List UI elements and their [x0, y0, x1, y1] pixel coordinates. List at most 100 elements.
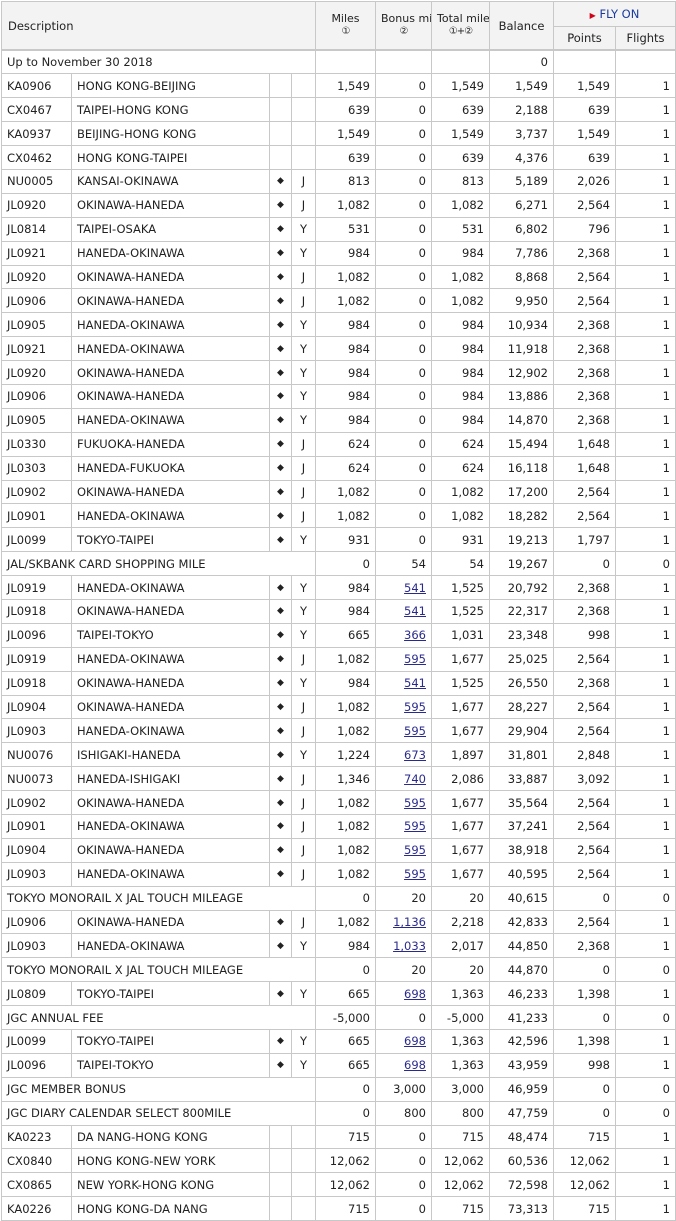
- flight-row: KA0226 HONG KONG-DA NANG 715 0 715 73,313 715 1: [1, 1196, 676, 1221]
- route: HANEDA-OKINAWA: [71, 407, 270, 433]
- bonus-miles-link[interactable]: 595: [404, 652, 426, 667]
- route: OKINAWA-HANEDA: [71, 670, 270, 696]
- miles-value: 1,082: [315, 264, 376, 290]
- booking-mark-icon: ◆: [269, 766, 292, 792]
- flight-number: JL0906: [1, 383, 72, 409]
- bonus-miles-value: 800: [375, 1100, 432, 1126]
- flight-row: JL0906 OKINAWA-HANEDA ◆ J 1,082 1,136 2,218 42,…: [1, 909, 676, 935]
- bonus-miles-cell: 595: [375, 861, 432, 887]
- total-miles-value: -5,000: [431, 1005, 490, 1031]
- route: OKINAWA-HANEDA: [71, 264, 270, 290]
- flights-value: 1: [615, 814, 676, 839]
- bonus-miles-link[interactable]: 698: [404, 986, 426, 1001]
- bonus-miles-link[interactable]: 366: [404, 628, 426, 643]
- total-miles-value: 1,549: [431, 121, 490, 147]
- points-value: 2,368: [553, 933, 616, 959]
- points-value: 998: [553, 622, 616, 648]
- booking-mark-icon: [269, 73, 292, 99]
- total-miles-value: 624: [431, 455, 490, 481]
- miles-value: 984: [315, 336, 376, 362]
- total-miles-value: 12,062: [431, 1172, 490, 1198]
- flights-value: 1: [615, 360, 676, 385]
- flight-row: JL0921 HANEDA-OKINAWA ◆ Y 984 0 984 11,918 2,368…: [1, 336, 676, 362]
- opening-label: Up to November 30 2018: [1, 49, 316, 75]
- total-miles-value: 715: [431, 1124, 490, 1150]
- flights-value: 1: [615, 216, 676, 242]
- balance-value: 28,227: [489, 694, 554, 720]
- route: TAIPEI-HONG KONG: [71, 97, 270, 123]
- bonus-miles-cell: 595: [375, 718, 432, 744]
- total-miles-value: 1,525: [431, 575, 490, 600]
- flights-value: 1: [615, 264, 676, 290]
- flight-row: JL0903 HANEDA-OKINAWA ◆ J 1,082 595 1,677 40,59…: [1, 861, 676, 887]
- bonus-miles-link[interactable]: 595: [404, 795, 426, 810]
- flight-number: NU0005: [1, 168, 72, 194]
- bonus-miles-value: 0: [375, 192, 432, 218]
- fare-class: J: [291, 288, 316, 314]
- adjustment-row: JGC MEMBER BONUS 0 3,000 3,000 46,959 0 0: [1, 1076, 676, 1102]
- flights-value: 1: [615, 766, 676, 792]
- bonus-miles-value: 0: [375, 97, 432, 123]
- bonus-miles-value: 0: [375, 527, 432, 553]
- transaction-description: TOKYO MONORAIL X JAL TOUCH MILEAGE: [1, 885, 316, 911]
- points-value: 2,564: [553, 909, 616, 935]
- points-value: 715: [553, 1196, 616, 1221]
- flight-row: KA0937 BEIJING-HONG KONG 1,549 0 1,549 3,737 1…: [1, 121, 676, 147]
- header-fly-on[interactable]: ▶ FLY ON: [553, 1, 676, 27]
- balance-value: 25,025: [489, 646, 554, 672]
- bonus-miles-link[interactable]: 595: [404, 699, 426, 714]
- bonus-miles-link[interactable]: 698: [404, 1058, 426, 1073]
- bonus-miles-link[interactable]: 595: [404, 843, 426, 858]
- booking-mark-icon: ◆: [269, 168, 292, 194]
- flights-value: 1: [615, 312, 676, 338]
- points-value: 2,368: [553, 312, 616, 338]
- balance-value: 17,200: [489, 479, 554, 505]
- bonus-miles-link[interactable]: 541: [404, 604, 426, 619]
- bonus-miles-link[interactable]: 541: [404, 676, 426, 691]
- bonus-miles-value: 0: [375, 168, 432, 194]
- flight-row: JL0905 HANEDA-OKINAWA ◆ Y 984 0 984 14,870 2,368…: [1, 407, 676, 433]
- points-value: 2,564: [553, 264, 616, 290]
- flight-row: JL0905 HANEDA-OKINAWA ◆ Y 984 0 984 10,934 2,368…: [1, 312, 676, 338]
- flight-row: JL0096 TAIPEI-TOKYO ◆ Y 665 366 1,031 23,348 998…: [1, 622, 676, 648]
- bonus-miles-link[interactable]: 595: [404, 819, 426, 834]
- points-value: 2,564: [553, 718, 616, 744]
- bonus-miles-value: 0: [375, 1005, 432, 1031]
- bonus-miles-link[interactable]: 673: [404, 747, 426, 762]
- bonus-miles-link[interactable]: 698: [404, 1034, 426, 1049]
- bonus-miles-link[interactable]: 1,033: [393, 938, 426, 953]
- bonus-miles-cell: 698: [375, 1052, 432, 1078]
- points-value: 2,368: [553, 670, 616, 696]
- miles-value: 12,062: [315, 1172, 376, 1198]
- bonus-miles-value: 20: [375, 885, 432, 911]
- miles-value: 984: [315, 670, 376, 696]
- points-value: 2,564: [553, 861, 616, 887]
- bonus-miles-link[interactable]: 595: [404, 723, 426, 738]
- miles-value: 1,082: [315, 861, 376, 887]
- bonus-miles-link[interactable]: 740: [404, 771, 426, 786]
- miles-value: 1,082: [315, 646, 376, 672]
- fare-class: Y: [291, 383, 316, 409]
- points-value: 2,564: [553, 479, 616, 505]
- total-miles-value: 1,082: [431, 264, 490, 290]
- bonus-miles-cell: 366: [375, 622, 432, 648]
- flights-value: 1: [615, 168, 676, 194]
- balance-value: 44,870: [489, 957, 554, 983]
- flight-row: NU0073 HANEDA-ISHIGAKI ◆ J 1,346 740 2,086 33,8…: [1, 766, 676, 792]
- points-value: 2,368: [553, 407, 616, 433]
- balance-value: 37,241: [489, 814, 554, 839]
- bonus-miles-link[interactable]: 1,136: [393, 915, 426, 929]
- total-miles-value: 1,897: [431, 742, 490, 768]
- bonus-miles-cell: 541: [375, 575, 432, 600]
- booking-mark-icon: ◆: [269, 264, 292, 290]
- miles-value: 665: [315, 981, 376, 1007]
- bonus-miles-link[interactable]: 541: [404, 580, 426, 595]
- miles-value: 665: [315, 1029, 376, 1054]
- adjustment-row: TOKYO MONORAIL X JAL TOUCH MILEAGE 0 20 20 4…: [1, 957, 676, 983]
- booking-mark-icon: ◆: [269, 431, 292, 457]
- flight-number: NU0073: [1, 766, 72, 792]
- bonus-miles-link[interactable]: 595: [404, 867, 426, 882]
- total-miles-value: 639: [431, 145, 490, 170]
- flight-row: JL0303 HANEDA-FUKUOKA ◆ J 624 0 624 16,118 1,648…: [1, 455, 676, 481]
- fare-class: J: [291, 766, 316, 792]
